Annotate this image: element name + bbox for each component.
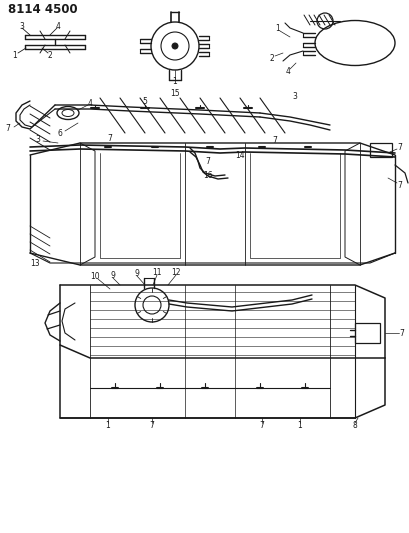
Text: 14: 14 — [235, 150, 244, 159]
Text: 1: 1 — [13, 51, 17, 60]
Text: 1: 1 — [106, 422, 110, 431]
Text: 9: 9 — [110, 271, 115, 279]
Text: 7: 7 — [259, 422, 264, 431]
Text: 11: 11 — [152, 268, 162, 277]
Text: 5: 5 — [142, 96, 147, 106]
Text: 4: 4 — [88, 99, 92, 108]
Text: 1: 1 — [172, 77, 177, 85]
Text: 6: 6 — [57, 128, 62, 138]
Text: 9: 9 — [134, 269, 139, 278]
Text: 8114 4500: 8114 4500 — [8, 3, 77, 15]
Text: 13: 13 — [30, 259, 40, 268]
Text: 7: 7 — [149, 422, 154, 431]
Bar — [369, 143, 391, 157]
Bar — [354, 323, 379, 343]
Text: 4: 4 — [285, 67, 290, 76]
Text: 7: 7 — [205, 157, 210, 166]
Text: 8: 8 — [352, 422, 357, 431]
Text: 12: 12 — [171, 268, 180, 277]
Text: 7: 7 — [399, 328, 403, 337]
Text: 15: 15 — [170, 88, 180, 98]
Text: 7: 7 — [397, 142, 402, 151]
Text: 4: 4 — [56, 21, 60, 30]
Text: 1: 1 — [275, 23, 280, 33]
Text: 10: 10 — [90, 271, 99, 280]
Text: 2: 2 — [269, 53, 274, 62]
Text: 1: 1 — [297, 422, 302, 431]
Text: 2: 2 — [47, 51, 52, 60]
Text: 7: 7 — [272, 135, 277, 144]
Text: 3: 3 — [292, 92, 297, 101]
Text: 7: 7 — [397, 181, 402, 190]
Text: 3: 3 — [20, 21, 25, 30]
Circle shape — [172, 43, 178, 49]
Text: 3: 3 — [36, 134, 40, 143]
Text: 16: 16 — [203, 171, 212, 180]
Text: 7: 7 — [107, 133, 112, 142]
Text: 7: 7 — [6, 124, 10, 133]
